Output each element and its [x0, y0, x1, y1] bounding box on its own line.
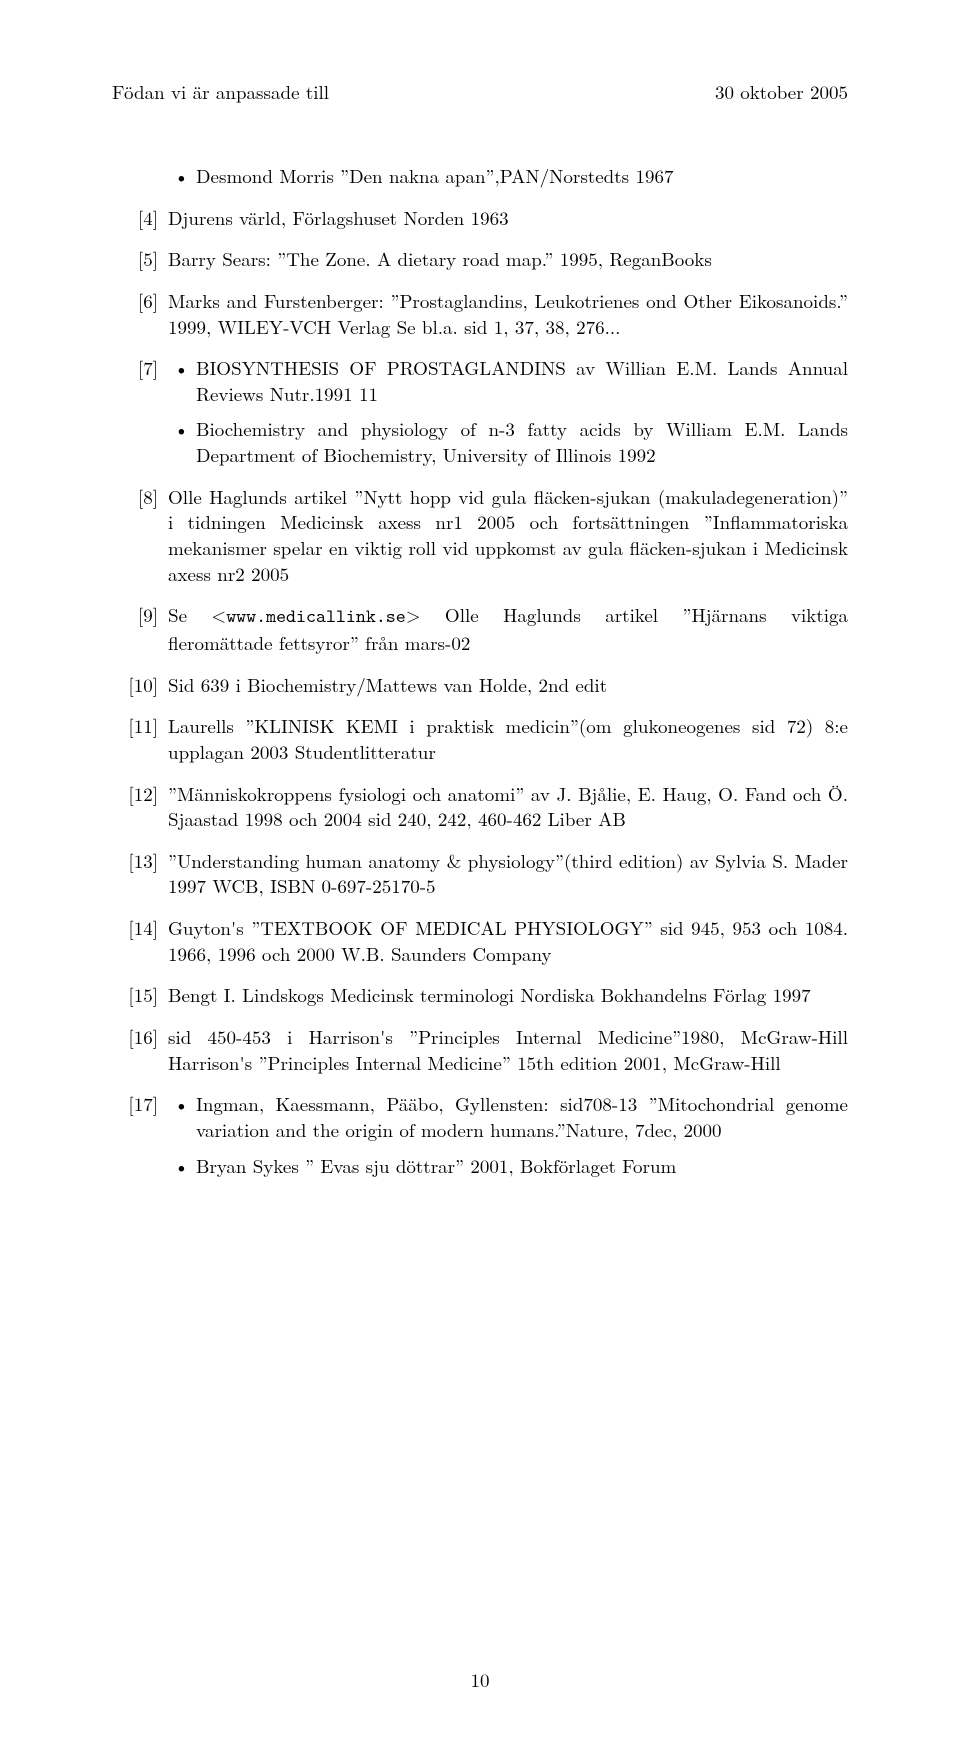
- reference-number: [12]: [112, 781, 168, 832]
- reference-number: [8]: [112, 484, 168, 587]
- reference-body: Desmond Morris ”Den nakna apan”,PAN/Nors…: [168, 163, 848, 189]
- reference-body: Se <www.medicallink.se> Olle Haglunds ar…: [168, 602, 848, 655]
- page: Födan vi är anpassade till 30 oktober 20…: [0, 0, 960, 1757]
- reference-body: Djurens värld, Förlagshuset Norden 1963: [168, 205, 848, 231]
- reference-item: [13] ”Understanding human anatomy & phys…: [112, 848, 848, 899]
- reference-item: [10] Sid 639 i Biochemistry/Mattews van …: [112, 672, 848, 698]
- reference-list: Desmond Morris ”Den nakna apan”,PAN/Nors…: [112, 163, 848, 1178]
- reference-body: BIOSYNTHESIS OF PROSTAGLANDINS av Willia…: [168, 355, 848, 468]
- reference-item: Desmond Morris ”Den nakna apan”,PAN/Nors…: [112, 163, 848, 189]
- reference-number: [4]: [112, 205, 168, 231]
- reference-item: [15] Bengt I. Lindskogs Medicinsk termin…: [112, 982, 848, 1008]
- reference-number: [6]: [112, 288, 168, 339]
- reference-url: www.medicallink.se: [226, 604, 406, 629]
- bullet-list: Desmond Morris ”Den nakna apan”,PAN/Nors…: [168, 163, 848, 189]
- reference-body: Bengt I. Lindskogs Medicinsk terminologi…: [168, 982, 848, 1008]
- reference-item: [12] ”Människokroppens fysiologi och ana…: [112, 781, 848, 832]
- reference-item: [16] sid 450-453 i Harrison's ”Principle…: [112, 1024, 848, 1075]
- reference-number: [17]: [112, 1091, 168, 1178]
- reference-item: [4] Djurens värld, Förlagshuset Norden 1…: [112, 205, 848, 231]
- reference-body: ”Människokroppens fysiologi och anatomi”…: [168, 781, 848, 832]
- reference-body: Barry Sears: ”The Zone. A dietary road m…: [168, 246, 848, 272]
- reference-body: Marks and Furstenberger: ”Prostaglandins…: [168, 288, 848, 339]
- reference-number: [7]: [112, 355, 168, 468]
- reference-item: [7] BIOSYNTHESIS OF PROSTAGLANDINS av Wi…: [112, 355, 848, 468]
- reference-item: [9] Se <www.medicallink.se> Olle Haglund…: [112, 602, 848, 655]
- reference-item: [6] Marks and Furstenberger: ”Prostaglan…: [112, 288, 848, 339]
- reference-item: [8] Olle Haglunds artikel ”Nytt hopp vid…: [112, 484, 848, 587]
- reference-number: [14]: [112, 915, 168, 966]
- reference-body: Sid 639 i Biochemistry/Mattews van Holde…: [168, 672, 848, 698]
- reference-number: [10]: [112, 672, 168, 698]
- bullet-list: BIOSYNTHESIS OF PROSTAGLANDINS av Willia…: [168, 355, 848, 468]
- reference-item: [5] Barry Sears: ”The Zone. A dietary ro…: [112, 246, 848, 272]
- bullet-item: Bryan Sykes ” Evas sju döttrar” 2001, Bo…: [168, 1153, 848, 1179]
- reference-item: [17] Ingman, Kaessmann, Pääbo, Gyllenste…: [112, 1091, 848, 1178]
- bullet-item: Desmond Morris ”Den nakna apan”,PAN/Nors…: [168, 163, 848, 189]
- reference-body: sid 450-453 i Harrison's ”Principles Int…: [168, 1024, 848, 1075]
- reference-body: ”Understanding human anatomy & physiolog…: [168, 848, 848, 899]
- reference-number: [9]: [112, 602, 168, 655]
- page-number: 10: [0, 1666, 960, 1693]
- bullet-item: Biochemistry and physiology of n-3 fatty…: [168, 416, 848, 467]
- reference-number: [16]: [112, 1024, 168, 1075]
- reference-number: [15]: [112, 982, 168, 1008]
- bullet-item: BIOSYNTHESIS OF PROSTAGLANDINS av Willia…: [168, 355, 848, 406]
- header-left: Födan vi är anpassade till: [112, 78, 329, 105]
- reference-body: Laurells ”KLINISK KEMI i praktisk medici…: [168, 713, 848, 764]
- bullet-list: Ingman, Kaessmann, Pääbo, Gyllensten: si…: [168, 1091, 848, 1178]
- reference-number: [11]: [112, 713, 168, 764]
- reference-number: [112, 163, 168, 189]
- reference-body: Ingman, Kaessmann, Pääbo, Gyllensten: si…: [168, 1091, 848, 1178]
- reference-body: Olle Haglunds artikel ”Nytt hopp vid gul…: [168, 484, 848, 587]
- reference-number: [5]: [112, 246, 168, 272]
- running-header: Födan vi är anpassade till 30 oktober 20…: [112, 78, 848, 105]
- reference-item: [11] Laurells ”KLINISK KEMI i praktisk m…: [112, 713, 848, 764]
- header-right: 30 oktober 2005: [715, 78, 848, 105]
- reference-body: Guyton's ”TEXTBOOK OF MEDICAL PHYSIOLOGY…: [168, 915, 848, 966]
- bullet-item: Ingman, Kaessmann, Pääbo, Gyllensten: si…: [168, 1091, 848, 1142]
- reference-number: [13]: [112, 848, 168, 899]
- reference-text-pre: Se <: [168, 601, 226, 628]
- reference-item: [14] Guyton's ”TEXTBOOK OF MEDICAL PHYSI…: [112, 915, 848, 966]
